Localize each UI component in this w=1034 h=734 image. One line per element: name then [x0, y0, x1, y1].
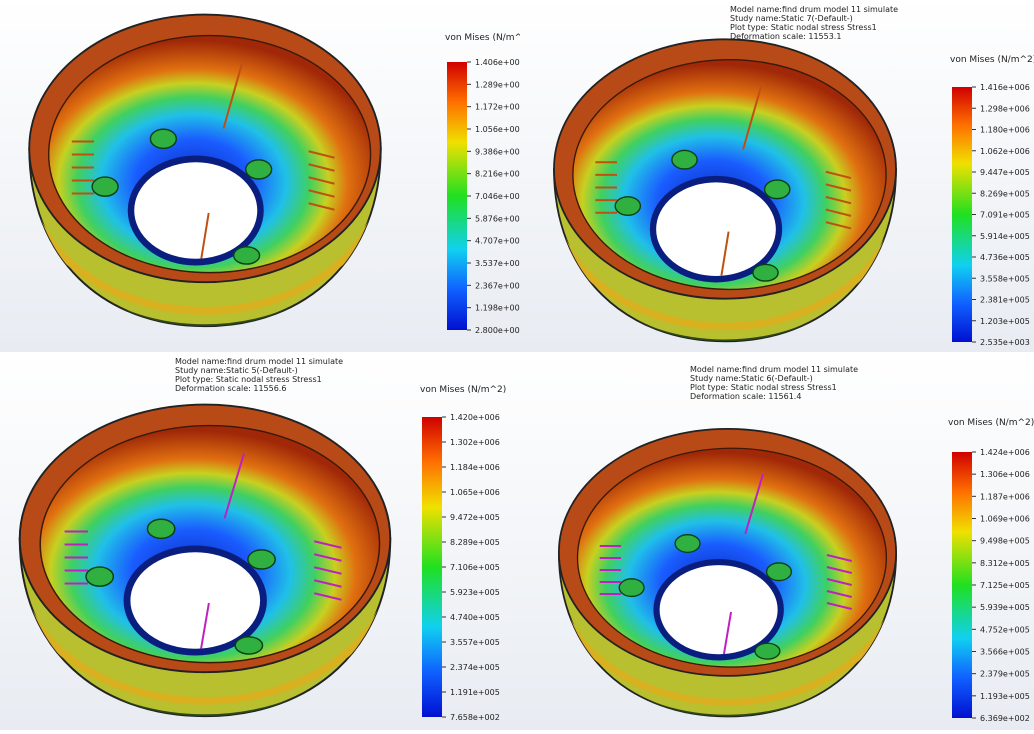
legend-label: 1.406e+006 — [475, 58, 525, 67]
legend-label: 5.876e+005 — [475, 214, 525, 223]
legend-label: 4.740e+005 — [450, 613, 500, 622]
study-info: Plot type: Static nodal stress Stress1 — [690, 383, 837, 392]
legend-label: 7.091e+005 — [980, 211, 1030, 220]
legend-label: 1.306e+006 — [980, 470, 1030, 479]
legend-label: 1.069e+006 — [980, 515, 1030, 524]
legend-color-bar — [952, 452, 972, 718]
screenshot: von Mises (N/m^2) 1.406e+006 1.289e+006 1.1… — [0, 0, 1034, 730]
legend-label: 7.125e+005 — [980, 581, 1030, 590]
study-info: Model name:find drum model 11 simulate — [730, 5, 898, 14]
result-panel: Model name:find drum model 11 simulateSt… — [520, 0, 1034, 360]
legend-label: 8.216e+005 — [475, 170, 525, 179]
legend-title: von Mises (N/m^2) — [950, 55, 1034, 65]
legend-label: 1.302e+006 — [450, 438, 500, 447]
legend-label: 1.203e+005 — [980, 317, 1030, 326]
legend-color-bar — [422, 417, 442, 717]
legend-label: 1.056e+006 — [475, 125, 525, 134]
result-panel: Model name:find drum model 11 simulateSt… — [0, 352, 516, 730]
legend-color-bar — [447, 62, 467, 330]
study-info: Plot type: Static nodal stress Stress1 — [175, 375, 322, 384]
legend-label: 8.289e+005 — [450, 538, 500, 547]
legend-label: 1.191e+005 — [450, 688, 500, 697]
legend-label: 1.062e+006 — [980, 147, 1030, 156]
legend-title: von Mises (N/m^2) — [445, 33, 531, 43]
legend-color-bar — [952, 87, 972, 342]
legend-label: 2.535e+003 — [980, 338, 1030, 347]
legend-label: 9.472e+005 — [450, 513, 500, 522]
legend-label: 1.298e+006 — [980, 104, 1030, 113]
legend-label: 6.369e+002 — [980, 714, 1030, 723]
legend-label: 1.180e+006 — [980, 126, 1030, 135]
legend-label: 1.416e+006 — [980, 83, 1030, 92]
legend-label: 7.106e+005 — [450, 563, 500, 572]
result-panel: von Mises (N/m^2) 1.406e+006 1.289e+006 1.1… — [0, 0, 531, 352]
legend-label: 3.558e+005 — [980, 274, 1030, 283]
legend-label: 4.752e+005 — [980, 625, 1030, 634]
result-panel: Model name:find drum model 11 simulateSt… — [516, 352, 1034, 730]
legend-label: 8.312e+005 — [980, 559, 1030, 568]
legend-label: 1.065e+006 — [450, 488, 500, 497]
legend-label: 2.800e+003 — [475, 326, 525, 335]
legend-label: 7.658e+002 — [450, 713, 500, 722]
legend-label: 2.379e+005 — [980, 670, 1030, 679]
legend-label: 4.736e+005 — [980, 253, 1030, 262]
legend-label: 1.198e+005 — [475, 304, 525, 313]
study-info: Study name:Static 6(-Default-) — [690, 374, 813, 383]
legend-label: 1.187e+006 — [980, 492, 1030, 501]
study-info: Study name:Static 7(-Default-) — [730, 14, 853, 23]
legend-label: 5.923e+005 — [450, 588, 500, 597]
legend-label: 1.420e+006 — [450, 413, 500, 422]
legend-label: 3.566e+005 — [980, 648, 1030, 657]
legend-label: 2.367e+005 — [475, 281, 525, 290]
legend-label: 3.537e+005 — [475, 259, 525, 268]
legend-label: 7.046e+005 — [475, 192, 525, 201]
legend-label: 1.289e+006 — [475, 80, 525, 89]
legend-label: 3.557e+005 — [450, 638, 500, 647]
legend-title: von Mises (N/m^2) — [420, 385, 506, 395]
study-info: Deformation scale: 11561.4 — [690, 392, 801, 401]
legend-label: 1.424e+006 — [980, 448, 1030, 457]
legend-label: 9.447e+005 — [980, 168, 1030, 177]
legend-label: 1.184e+006 — [450, 463, 500, 472]
legend-label: 9.386e+005 — [475, 147, 525, 156]
study-info: Model name:find drum model 11 simulate — [690, 365, 858, 374]
legend-label: 1.172e+006 — [475, 103, 525, 112]
legend-label: 5.914e+005 — [980, 232, 1030, 241]
study-info: Plot type: Static nodal stress Stress1 — [730, 23, 877, 32]
legend-label: 2.374e+005 — [450, 663, 500, 672]
study-info: Study name:Static 5(-Default-) — [175, 366, 298, 375]
legend-label: 9.498e+005 — [980, 537, 1030, 546]
study-info: Deformation scale: 11556.6 — [175, 384, 286, 393]
legend-label: 8.269e+005 — [980, 189, 1030, 198]
legend-title: von Mises (N/m^2) — [948, 418, 1034, 428]
study-info: Model name:find drum model 11 simulate — [175, 357, 343, 366]
legend-label: 4.707e+005 — [475, 237, 525, 246]
legend-label: 1.193e+005 — [980, 692, 1030, 701]
study-info: Deformation scale: 11553.1 — [730, 32, 841, 41]
panels: von Mises (N/m^2) 1.406e+006 1.289e+006 1.1… — [0, 0, 1034, 730]
legend-label: 2.381e+005 — [980, 296, 1030, 305]
legend-label: 5.939e+005 — [980, 603, 1030, 612]
